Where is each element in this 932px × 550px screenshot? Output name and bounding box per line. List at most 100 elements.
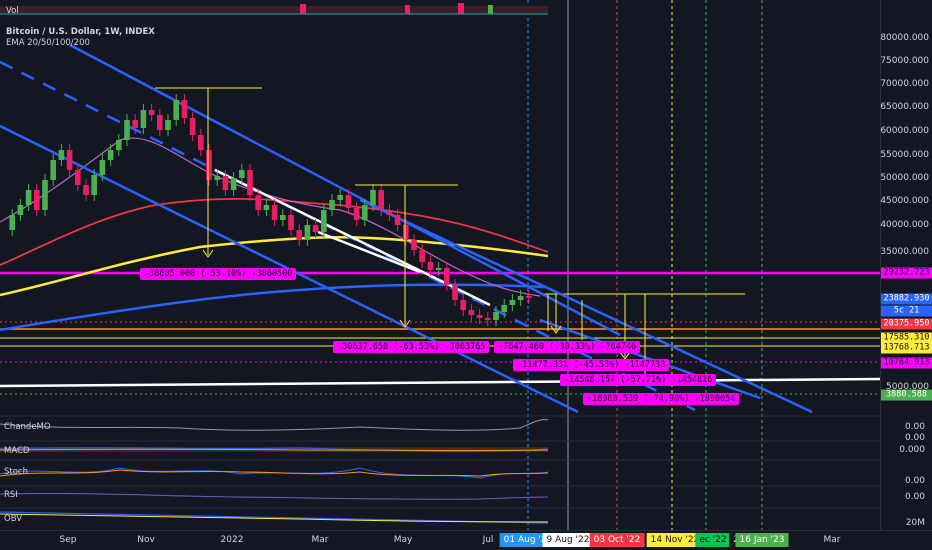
time-axis[interactable]: Sep Nov 2022 Mar May Jul Mar 01 Aug '22 9… — [0, 530, 932, 550]
candle-body — [394, 215, 401, 225]
indicator-panes — [0, 415, 880, 524]
measure-label-5: -14548.157 (-57.71%) -1454816 — [560, 374, 717, 386]
indicator-value-chandemo: 0.00 — [904, 422, 925, 432]
candle-body — [140, 110, 147, 128]
candle-body — [42, 180, 48, 210]
price-tick: 50000.000 — [880, 173, 929, 183]
candle-body — [452, 285, 458, 300]
date-tag: ec '22 — [695, 533, 731, 547]
candle-body — [222, 176, 229, 190]
obv-ma-line — [0, 513, 549, 523]
candlesticks — [9, 94, 532, 326]
candle-body — [411, 240, 417, 250]
candle-body — [214, 176, 220, 180]
price-tick: 35000.000 — [880, 247, 929, 257]
volume-label: Vol — [6, 6, 19, 16]
candle-body — [386, 210, 393, 215]
rsi-line — [0, 492, 549, 500]
time-tick: 2022 — [220, 535, 244, 545]
indicator-value-rsi: 0.00 — [904, 492, 925, 502]
candle-body — [116, 140, 122, 150]
ema-200-blue — [0, 283, 546, 332]
indicator-label-chandemo[interactable]: ChandeMO — [4, 422, 51, 432]
stoch-d-line — [0, 469, 549, 477]
measure-label-1: -38605.000 (-53.10%) -3860500 — [140, 268, 297, 280]
candle-body — [280, 215, 286, 220]
price-chart-canvas[interactable] — [0, 0, 880, 530]
volume-bars — [0, 3, 548, 15]
ema-50-red — [0, 197, 549, 266]
candle-body — [181, 100, 188, 118]
candle-body — [230, 178, 237, 190]
macd-signal — [0, 448, 549, 451]
price-tag: 13768.713 — [881, 342, 932, 354]
candle-body — [124, 120, 130, 140]
candle-body — [58, 150, 65, 160]
indicator-value-macd: 0.000 — [899, 445, 925, 455]
symbol-title[interactable]: Bitcoin / U.S. Dollar, 1W, INDEX — [6, 27, 155, 37]
candle-body — [25, 190, 32, 205]
time-tick: Jul — [482, 535, 494, 545]
price-tick: 70000.000 — [880, 79, 929, 89]
indicator-label-obv[interactable]: OBV — [4, 514, 23, 524]
indicator-value-obv: 20M — [905, 518, 925, 528]
price-tag: 20375.950 — [881, 318, 932, 330]
candle-body — [370, 190, 376, 205]
date-tag: 01 Aug '22 — [499, 533, 557, 547]
indicator-value-stoch: 0.00 — [904, 476, 925, 486]
candle-body — [517, 296, 524, 300]
price-tick: 55000.000 — [880, 150, 929, 160]
candle-body — [165, 120, 171, 130]
time-tick: Nov — [137, 535, 155, 545]
time-tick: May — [393, 535, 413, 545]
candle-body — [247, 170, 253, 195]
candle-body — [239, 170, 245, 178]
measure-label-2: -30637.650 (-63.53%) -3063765 — [333, 341, 490, 353]
price-tick: 75000.000 — [880, 56, 929, 66]
date-tag: 03 Oct '22 — [589, 533, 645, 547]
candle-body — [493, 312, 499, 320]
channel-upper-extension — [359, 198, 813, 414]
candle-body — [403, 225, 409, 240]
candle-body — [501, 305, 507, 312]
time-tick: Mar — [823, 535, 841, 545]
candle-body — [485, 318, 491, 320]
ema-100-yellow — [0, 236, 549, 297]
time-tick: Mar — [311, 535, 329, 545]
price-axis[interactable]: 80000.000 75000.000 70000.000 65000.000 … — [880, 0, 932, 530]
candle-body — [198, 135, 204, 150]
candle-body — [312, 225, 319, 232]
candle-body — [435, 268, 442, 270]
candle-body — [173, 100, 179, 120]
price-tag: 10764.913 — [881, 357, 932, 369]
candle-body — [271, 205, 278, 220]
candle-body — [296, 230, 302, 240]
macd-line — [0, 447, 549, 452]
white-trendline-lower — [317, 230, 421, 274]
candle-body — [17, 205, 24, 215]
candle-body — [83, 185, 89, 195]
indicator-label-macd[interactable]: MACD — [4, 446, 30, 456]
candle-body — [107, 150, 114, 160]
price-tick: 40000.000 — [880, 220, 929, 230]
candle-body — [304, 225, 311, 240]
price-tick: 80000.000 — [880, 33, 929, 43]
candle-body — [66, 150, 73, 170]
measure-label-6: -18900.539 (-74.98%) -1890054 — [583, 393, 740, 405]
price-tag: 23882.930 — [881, 293, 932, 305]
indicator-label-stoch[interactable]: Stoch — [4, 467, 28, 477]
candle-body — [255, 195, 261, 210]
candle-body — [476, 315, 483, 318]
candle-body — [353, 208, 360, 220]
time-tick: Sep — [59, 535, 77, 545]
candle-body — [468, 310, 475, 315]
price-tag: 5c 21 — [881, 305, 932, 317]
candle-body — [329, 200, 335, 210]
candle-body — [157, 115, 163, 130]
indicator-label-rsi[interactable]: RSI — [4, 490, 18, 500]
candle-body — [75, 170, 81, 185]
ema-legend[interactable]: EMA 20/50/100/200 — [6, 38, 90, 48]
candle-body — [91, 175, 97, 195]
price-tag: 3880.588 — [881, 389, 932, 401]
